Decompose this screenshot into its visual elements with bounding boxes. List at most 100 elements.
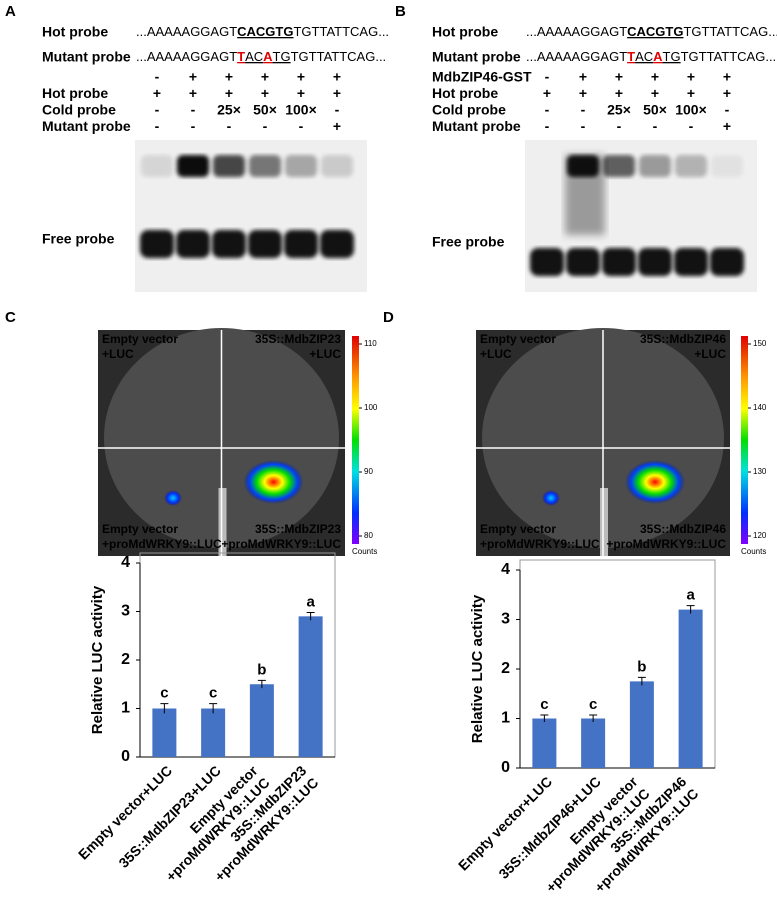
y-tick-label: 3 bbox=[501, 611, 510, 628]
image-label: Empty vector bbox=[480, 522, 556, 536]
leaf-vein bbox=[600, 488, 608, 556]
colorbar-tick-label: 150 bbox=[753, 339, 767, 348]
row-label: MdbZIP46-GST bbox=[432, 69, 532, 85]
free-probe-label: Free probe bbox=[432, 234, 505, 250]
bar bbox=[152, 708, 177, 757]
row-cell: + bbox=[723, 69, 731, 85]
band bbox=[638, 248, 672, 276]
sequence-part: A bbox=[653, 49, 663, 64]
significance-letter: c bbox=[540, 696, 548, 713]
mutant-sequence: ...AAAAAGGAGTTACATGTGTTATTCAG... bbox=[526, 49, 776, 64]
sequence-part: ...AAAAAGGAGT bbox=[526, 24, 627, 39]
row-cell: + bbox=[225, 69, 233, 85]
band bbox=[710, 248, 744, 276]
row-cell: + bbox=[297, 69, 305, 85]
row-cell: - bbox=[263, 118, 268, 134]
colorbar-tick-label: 90 bbox=[364, 467, 373, 476]
hot-sequence: ...AAAAAGGAGTCACGTGTGTTATTCAG... bbox=[526, 24, 777, 39]
bar bbox=[532, 718, 557, 768]
y-tick-label: 1 bbox=[501, 710, 510, 727]
row-cell: + bbox=[261, 69, 269, 85]
row-cell: - bbox=[155, 69, 160, 85]
probe-label: Hot probe bbox=[42, 24, 108, 40]
row-cell: + bbox=[333, 69, 341, 85]
row-cell: - bbox=[155, 102, 160, 118]
sequence-part: T bbox=[237, 49, 245, 64]
row-label: Cold probe bbox=[432, 102, 506, 118]
signal bbox=[625, 460, 685, 504]
row-cell: - bbox=[581, 118, 586, 134]
leaf-vein bbox=[218, 488, 227, 556]
probe-label: Hot probe bbox=[432, 24, 498, 40]
row-cell: 50× bbox=[643, 102, 667, 118]
signal bbox=[542, 490, 560, 506]
band bbox=[675, 155, 707, 177]
band bbox=[602, 248, 636, 276]
sequence-part: CACGTG bbox=[627, 24, 683, 39]
row-cell: - bbox=[617, 118, 622, 134]
row-cell: + bbox=[153, 85, 161, 101]
row-cell: - bbox=[227, 118, 232, 134]
image-label: Empty vector bbox=[480, 332, 556, 346]
row-cell: - bbox=[299, 118, 304, 134]
row-cell: + bbox=[723, 85, 731, 101]
image-label: +LUC bbox=[309, 347, 341, 361]
row-cell: + bbox=[333, 118, 341, 134]
probe-label: Mutant probe bbox=[42, 49, 131, 65]
image-label: +LUC bbox=[694, 347, 726, 361]
sequence-part: TG bbox=[663, 49, 681, 64]
panel-label: D bbox=[383, 309, 394, 326]
colorbar-tick-label: 120 bbox=[753, 531, 767, 540]
band bbox=[603, 155, 635, 177]
row-cell: 25× bbox=[217, 102, 241, 118]
colorbar-tick-label: 130 bbox=[753, 467, 767, 476]
row-cell: 100× bbox=[285, 102, 317, 118]
row-cell: + bbox=[225, 85, 233, 101]
sequence-part: TGTTATTCAG... bbox=[293, 24, 389, 39]
error-bar bbox=[306, 611, 315, 621]
panel-label: C bbox=[5, 309, 16, 326]
row-cell: - bbox=[155, 118, 160, 134]
bar bbox=[249, 684, 274, 757]
band bbox=[284, 230, 318, 258]
sequence-part: A bbox=[263, 49, 273, 64]
significance-letter: a bbox=[306, 593, 315, 610]
sequence-part: TGTTATTCAG... bbox=[291, 49, 387, 64]
bar bbox=[581, 718, 606, 768]
band bbox=[285, 155, 317, 177]
band bbox=[320, 230, 354, 258]
row-cell: + bbox=[687, 69, 695, 85]
y-tick-label: 2 bbox=[501, 660, 510, 677]
band bbox=[213, 155, 245, 177]
band bbox=[674, 248, 708, 276]
row-cell: + bbox=[261, 85, 269, 101]
band bbox=[566, 248, 600, 276]
y-tick-label: 3 bbox=[121, 603, 130, 620]
row-cell: 50× bbox=[253, 102, 277, 118]
colorbar-tick-label: 140 bbox=[753, 403, 767, 412]
colorbar bbox=[352, 336, 359, 544]
bar bbox=[629, 681, 654, 768]
row-cell: + bbox=[189, 85, 197, 101]
x-tick-label: Empty vector+LUC bbox=[455, 773, 555, 873]
colorbar bbox=[741, 336, 748, 544]
sequence-part: ...AAAAAGGAGT bbox=[136, 24, 237, 39]
sequence-part: ...AAAAAGGAGT bbox=[136, 49, 237, 64]
bar bbox=[201, 708, 226, 757]
image-label: Empty vector bbox=[102, 522, 178, 536]
y-tick-label: 4 bbox=[501, 561, 510, 578]
image-label: 35S::MdbZIP23 bbox=[255, 332, 341, 346]
band bbox=[249, 155, 281, 177]
error-bar bbox=[209, 703, 218, 714]
row-label: Mutant probe bbox=[432, 118, 521, 134]
band bbox=[321, 155, 353, 177]
row-cell: - bbox=[653, 118, 658, 134]
image-label: +proMdWRKY9::LUC bbox=[480, 537, 600, 551]
panel-label: B bbox=[395, 3, 406, 20]
band bbox=[177, 155, 209, 177]
colorbar-unit: Counts bbox=[741, 547, 766, 556]
band bbox=[212, 230, 246, 258]
free-probe-label: Free probe bbox=[42, 231, 115, 247]
significance-letter: b bbox=[257, 661, 266, 678]
hot-sequence: ...AAAAAGGAGTCACGTGTGTTATTCAG... bbox=[136, 24, 389, 39]
